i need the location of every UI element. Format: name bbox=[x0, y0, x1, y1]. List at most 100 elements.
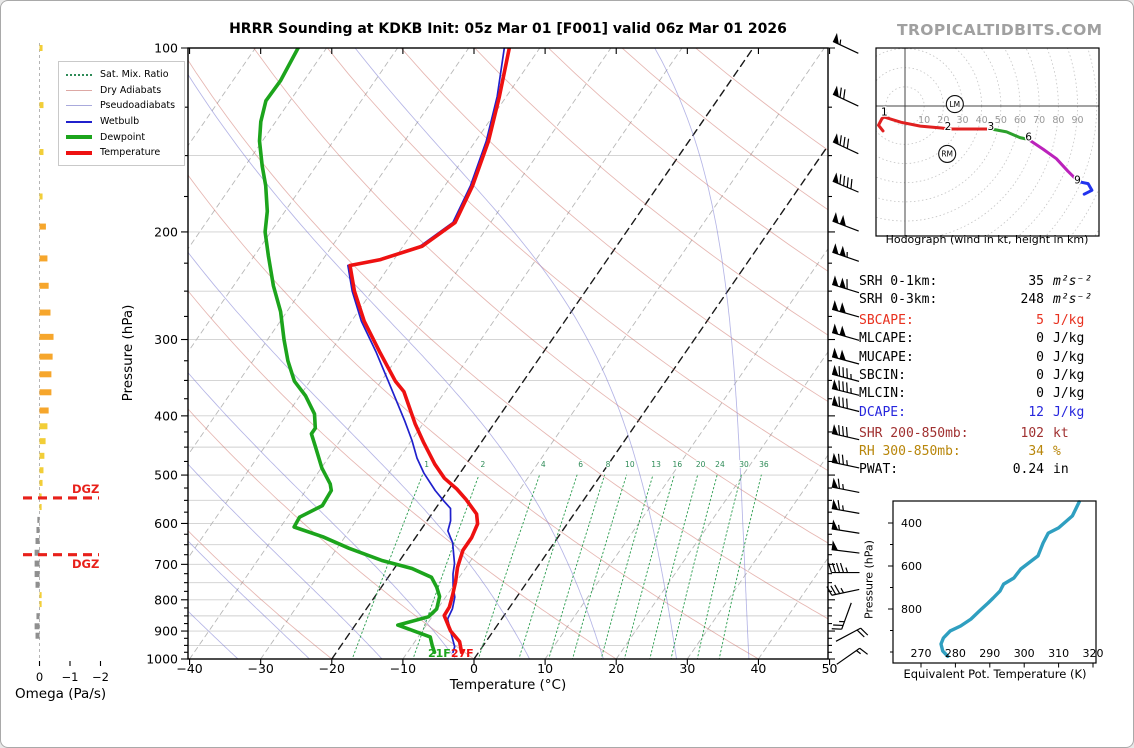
svg-text:700: 700 bbox=[154, 557, 178, 572]
legend: Sat. Mix. Ratio Dry Adiabats Pseudoadiab… bbox=[58, 61, 185, 166]
svg-text:10: 10 bbox=[625, 460, 635, 469]
sat-mix-ratio-line-icon bbox=[66, 73, 92, 76]
stat-row-mlcin: MLCIN: 0 J/kg bbox=[859, 386, 1085, 402]
svg-text:10: 10 bbox=[537, 661, 553, 676]
svg-text:20: 20 bbox=[937, 115, 949, 126]
legend-item: Dry Adiabats bbox=[66, 83, 177, 99]
svg-text:400: 400 bbox=[901, 517, 922, 530]
svg-text:−10: −10 bbox=[390, 661, 416, 676]
svg-text:30: 30 bbox=[679, 661, 695, 676]
hodograph: 10 20 30 40 50 60 70 80 90 1 2 3 6 9 LM RM bbox=[875, 47, 1100, 237]
svg-text:6: 6 bbox=[578, 460, 583, 469]
pseudoadiabat-line-icon bbox=[66, 105, 92, 107]
svg-text:400: 400 bbox=[154, 408, 178, 423]
stat-row-srh-0-1km: SRH 0-1km: 35 m²s⁻² bbox=[859, 274, 1093, 289]
svg-text:0: 0 bbox=[470, 661, 478, 676]
svg-text:6: 6 bbox=[1025, 132, 1032, 144]
svg-text:70: 70 bbox=[1033, 115, 1045, 126]
svg-text:300: 300 bbox=[1014, 647, 1035, 660]
surface-dewpoint-label: 21F bbox=[428, 647, 451, 660]
svg-text:600: 600 bbox=[154, 516, 178, 531]
skewt-plot: 1 2 4 6 8 10 13 16 20 24 30 36 bbox=[188, 48, 828, 659]
svg-text:9: 9 bbox=[1074, 175, 1081, 187]
svg-text:−30: −30 bbox=[247, 661, 273, 676]
omega-axis-label: Omega (Pa/s) bbox=[15, 686, 107, 702]
svg-text:16: 16 bbox=[673, 460, 683, 469]
temperature-line-icon bbox=[66, 150, 92, 155]
svg-text:800: 800 bbox=[901, 603, 922, 616]
dgz-label-lower: DGZ bbox=[72, 557, 100, 571]
svg-text:24: 24 bbox=[715, 460, 725, 469]
surface-values-label: 21F27F bbox=[428, 647, 474, 660]
svg-text:500: 500 bbox=[154, 468, 178, 483]
stat-row-sbcape: SBCAPE: 5 J/kg bbox=[859, 313, 1085, 329]
svg-text:LM: LM bbox=[950, 100, 961, 109]
svg-text:280: 280 bbox=[945, 647, 966, 660]
svg-text:30: 30 bbox=[739, 460, 749, 469]
wetbulb-line-icon bbox=[66, 120, 92, 123]
dgz-label-upper: DGZ bbox=[72, 482, 100, 496]
svg-text:4: 4 bbox=[541, 460, 546, 469]
stats-panel: SRH 0-1km: 35 m²s⁻² SRH 0-3km: 248 m²s⁻² SBC… bbox=[859, 273, 1111, 479]
svg-text:0: 0 bbox=[36, 670, 43, 684]
brand-logo: TROPICALTIDBITS.COM bbox=[897, 21, 1103, 39]
svg-text:10: 10 bbox=[918, 115, 930, 126]
stat-row-dcape: DCAPE: 12 J/kg bbox=[859, 404, 1085, 420]
svg-text:80: 80 bbox=[1052, 115, 1064, 126]
svg-text:1: 1 bbox=[881, 107, 888, 119]
svg-text:−20: −20 bbox=[319, 661, 345, 676]
svg-text:1: 1 bbox=[424, 460, 429, 469]
dewpoint-line-icon bbox=[66, 135, 92, 140]
svg-text:900: 900 bbox=[154, 624, 178, 639]
svg-text:1000: 1000 bbox=[146, 652, 178, 667]
svg-text:290: 290 bbox=[979, 647, 1000, 660]
svg-text:60: 60 bbox=[1014, 115, 1026, 126]
svg-text:20: 20 bbox=[696, 460, 706, 469]
svg-text:90: 90 bbox=[1071, 115, 1083, 126]
svg-text:−1: −1 bbox=[62, 670, 79, 684]
legend-item: Sat. Mix. Ratio bbox=[66, 67, 177, 83]
dry-adiabat-line-icon bbox=[66, 89, 92, 91]
temperature-axis-label: Temperature (°C) bbox=[449, 677, 567, 693]
thetae-pressure-axis-label: Pressure (hPa) bbox=[862, 540, 876, 619]
legend-item: Temperature bbox=[66, 145, 177, 161]
svg-text:13: 13 bbox=[651, 460, 661, 469]
svg-text:2: 2 bbox=[945, 121, 952, 133]
svg-text:310: 310 bbox=[1048, 647, 1069, 660]
svg-text:270: 270 bbox=[911, 647, 932, 660]
hodograph-caption: Hodograph (wind in kt, height in km) bbox=[885, 233, 1089, 246]
svg-text:40: 40 bbox=[750, 661, 766, 676]
legend-item: Wetbulb bbox=[66, 114, 177, 130]
svg-text:300: 300 bbox=[154, 332, 178, 347]
stat-row-pwat: PWAT: 0.24 in bbox=[859, 462, 1069, 478]
svg-text:20: 20 bbox=[608, 661, 624, 676]
legend-item: Dewpoint bbox=[66, 129, 177, 145]
omega-panel: 0 −1 −2 bbox=[23, 43, 109, 684]
svg-text:200: 200 bbox=[154, 224, 178, 239]
stat-row-rh: RH 300-850mb: 34% bbox=[859, 443, 1061, 459]
svg-text:30: 30 bbox=[956, 115, 968, 126]
svg-text:320: 320 bbox=[1083, 647, 1104, 660]
surface-temperature-label: 27F bbox=[450, 647, 474, 660]
svg-text:600: 600 bbox=[901, 560, 922, 573]
theta-e-panel: 270 280 290 300 310 320 400 600 800 bbox=[888, 500, 1104, 668]
svg-text:800: 800 bbox=[154, 592, 178, 607]
svg-text:50: 50 bbox=[822, 661, 838, 676]
svg-text:2: 2 bbox=[481, 460, 486, 469]
wind-barbs bbox=[826, 32, 869, 665]
svg-text:8: 8 bbox=[606, 460, 611, 469]
svg-text:100: 100 bbox=[154, 41, 178, 56]
svg-text:3: 3 bbox=[988, 121, 995, 133]
stat-row-srh-0-3km: SRH 0-3km: 248 m²s⁻² bbox=[859, 292, 1093, 308]
svg-text:RM: RM bbox=[941, 150, 953, 159]
stat-row-shr: SHR 200-850mb: 102 kt bbox=[859, 425, 1069, 441]
svg-text:50: 50 bbox=[995, 115, 1007, 126]
svg-text:40: 40 bbox=[976, 115, 988, 126]
stat-row-mlcape: MLCAPE: 0 J/kg bbox=[859, 331, 1085, 347]
page-title: HRRR Sounding at KDKB Init: 05z Mar 01 [… bbox=[229, 21, 787, 37]
pressure-axis-label: Pressure (hPa) bbox=[120, 304, 136, 402]
svg-text:36: 36 bbox=[759, 460, 769, 469]
stat-row-sbcin: SBCIN: 0 J/kg bbox=[859, 368, 1085, 384]
